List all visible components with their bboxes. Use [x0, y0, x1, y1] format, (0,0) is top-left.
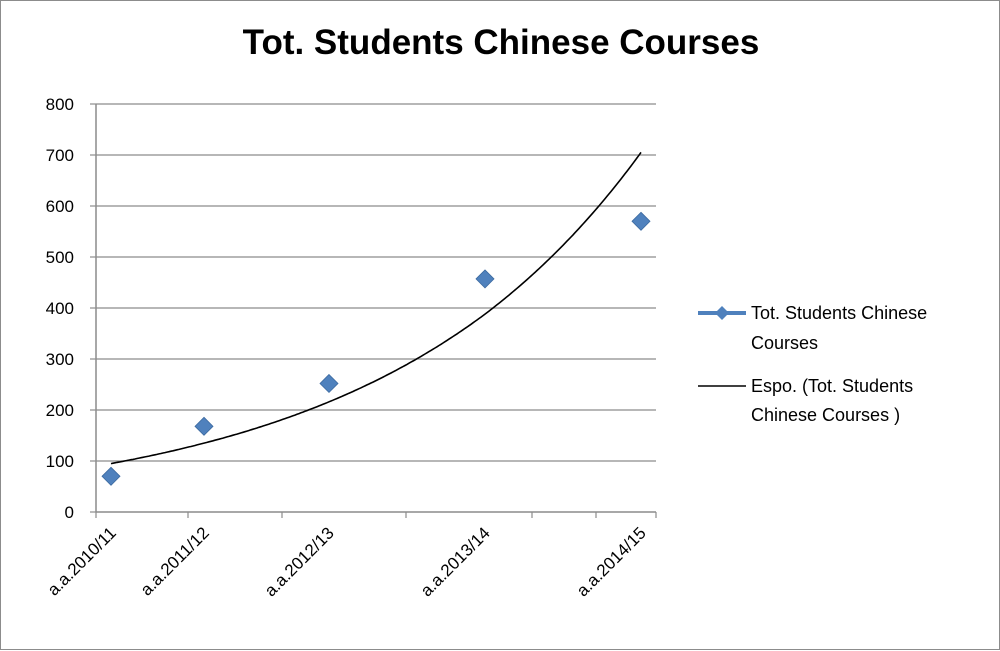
y-tick-label: 700: [46, 146, 74, 165]
data-point: [475, 269, 495, 289]
y-tick-label: 100: [46, 452, 74, 471]
x-tick-label: a.a.2011/12: [137, 523, 213, 599]
x-tick-label: a.a.2013/14: [417, 523, 494, 600]
y-tick-label: 400: [46, 299, 74, 318]
x-tick-label: a.a.2014/15: [573, 523, 650, 600]
data-point: [194, 416, 214, 436]
y-tick-label: 500: [46, 248, 74, 267]
legend-marker: [715, 306, 729, 320]
legend-label: Chinese Courses ): [751, 405, 900, 425]
legend-label: Courses: [751, 333, 818, 353]
y-tick-label: 200: [46, 401, 74, 420]
legend-label: Espo. (Tot. Students: [751, 376, 913, 396]
trendline: [110, 151, 642, 465]
y-tick-label: 800: [46, 95, 74, 114]
chart-title: Tot. Students Chinese Courses: [242, 23, 760, 62]
data-point: [631, 211, 651, 231]
y-tick-label: 300: [46, 350, 74, 369]
x-tick-label: a.a.2012/13: [261, 523, 338, 600]
y-tick-label: 0: [65, 503, 74, 522]
data-point: [319, 373, 339, 394]
x-tick-label: a.a.2010/11: [44, 523, 120, 599]
y-tick-label: 600: [46, 197, 74, 216]
data-point: [101, 466, 121, 486]
legend-label: Tot. Students Chinese: [751, 303, 927, 323]
